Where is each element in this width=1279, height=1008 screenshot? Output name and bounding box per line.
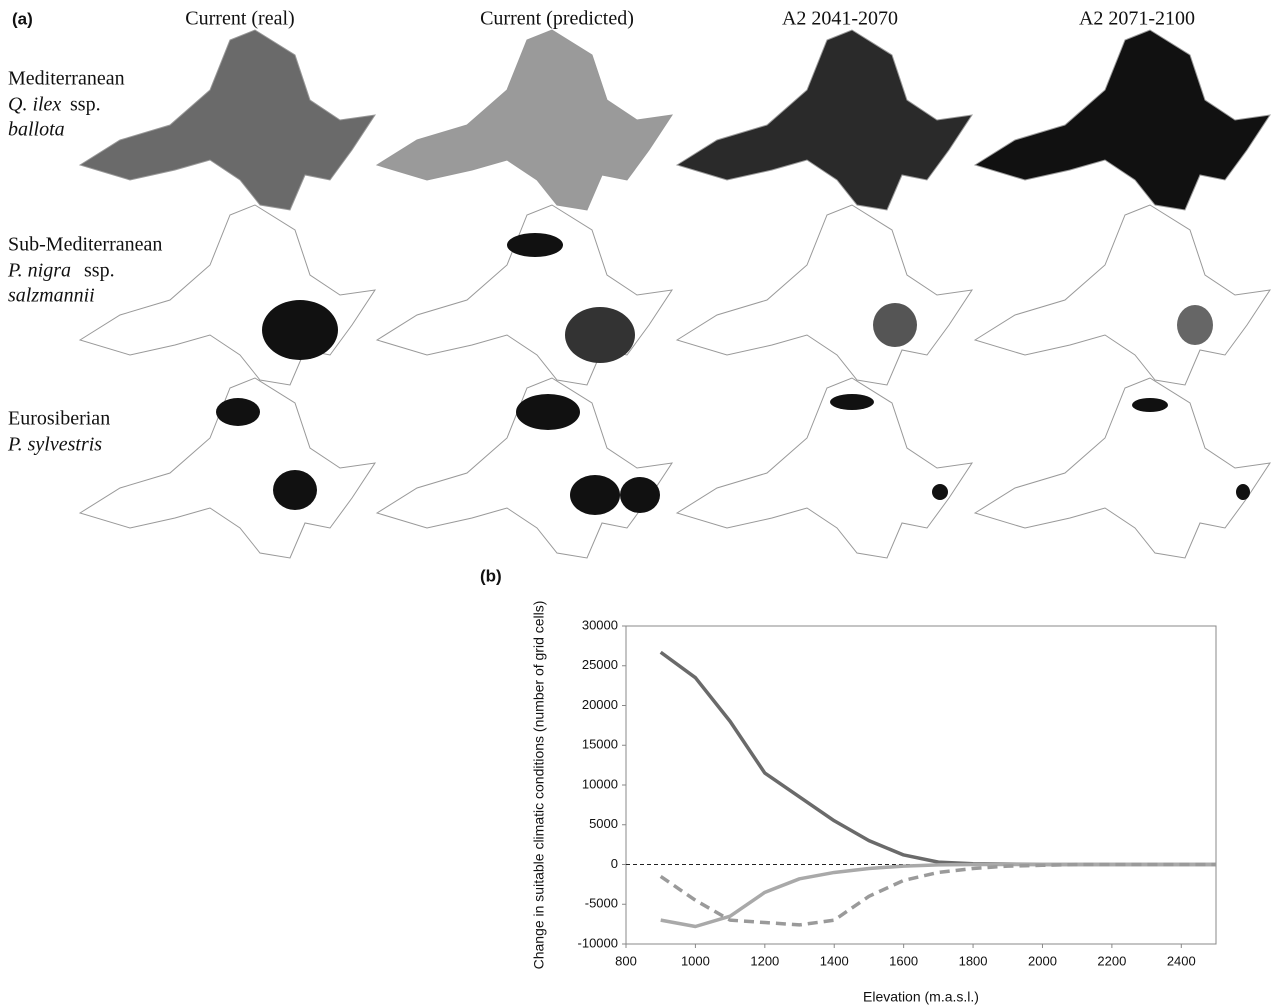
map-patch (932, 484, 948, 500)
row-label: Eurosiberian (8, 408, 110, 430)
plot-frame (625, 625, 1217, 945)
series-line (660, 862, 1216, 929)
map-patch (873, 303, 917, 347)
y-tick-label: 0 (611, 856, 618, 871)
map (376, 29, 673, 211)
y-tick-label: -5000 (585, 896, 618, 911)
row-species: Q. ilex (8, 94, 61, 116)
map-patch (620, 477, 660, 513)
y-tick-label: -10000 (578, 935, 618, 950)
row-subsp: ssp. (70, 94, 101, 116)
row-subsp-name: salzmannii (8, 285, 95, 307)
y-tick-label: 30000 (582, 617, 618, 632)
map-patch (1177, 305, 1213, 345)
row-species: P. sylvestris (7, 434, 102, 456)
y-tick-label: 20000 (582, 697, 618, 712)
map-patch (830, 394, 874, 410)
row-species: P. nigra (7, 260, 71, 282)
x-tick-label: 2200 (1097, 953, 1126, 968)
map (676, 377, 973, 559)
map (676, 204, 973, 386)
maps (79, 29, 1271, 559)
map (676, 29, 973, 211)
map-patch (507, 233, 563, 257)
row-subsp: ssp. (84, 260, 115, 282)
y-tick-label: 15000 (582, 737, 618, 752)
x-tick-label: 2400 (1167, 953, 1196, 968)
y-axis-label: Change in suitable climatic conditions (… (531, 601, 547, 970)
x-tick-label: 800 (615, 953, 637, 968)
row-label: Mediterranean (8, 68, 125, 90)
y-tick-label: 10000 (582, 776, 618, 791)
map-patch (1236, 484, 1250, 500)
row-subsp-name: ballota (8, 119, 65, 141)
x-axis-label: Elevation (m.a.s.l.) (863, 989, 979, 1005)
panel-label: (b) (480, 566, 502, 585)
map (79, 29, 376, 211)
x-tick-label: 1400 (820, 953, 849, 968)
panel-label: (a) (12, 9, 33, 28)
y-tick-label: 5000 (589, 816, 618, 831)
x-tick-label: 1200 (750, 953, 779, 968)
series-line (659, 862, 1216, 927)
map (974, 29, 1271, 211)
map-patch (565, 307, 635, 363)
row-label: Sub-Mediterranean (8, 234, 162, 256)
map (974, 377, 1271, 559)
x-tick-label: 1800 (959, 953, 988, 968)
x-tick-label: 1000 (681, 953, 710, 968)
map (376, 204, 673, 386)
map-patch (516, 394, 580, 430)
x-tick-label: 2000 (1028, 953, 1057, 968)
map-patch (216, 398, 260, 426)
y-tick-label: 25000 (582, 657, 618, 672)
map (79, 204, 376, 386)
column-header: A2 2041-2070 (782, 8, 898, 30)
x-tick-label: 1600 (889, 953, 918, 968)
series-line (659, 650, 1216, 867)
column-header: A2 2071-2100 (1079, 8, 1195, 30)
map (974, 204, 1271, 386)
column-header: Current (real) (185, 8, 294, 30)
map-patch (273, 470, 317, 510)
column-header: Current (predicted) (480, 8, 634, 30)
map-patch (262, 300, 338, 360)
map-patch (570, 475, 620, 515)
map-patch (1132, 398, 1168, 412)
